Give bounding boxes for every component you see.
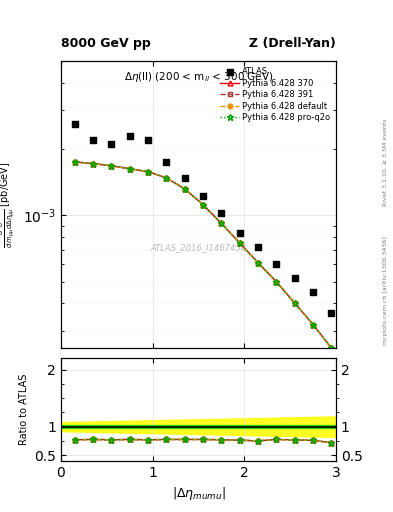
Text: ATLAS_2016_I1467454: ATLAS_2016_I1467454 [151, 243, 246, 252]
Pythia 6.428 default [274, 279, 279, 285]
Pythia 6.428 391 [274, 279, 279, 285]
Pythia 6.428 pro-q2o [329, 345, 334, 351]
Pythia 6.428 pro-q2o [256, 260, 261, 266]
Pythia 6.428 pro-q2o [237, 240, 242, 246]
Pythia 6.428 391 [311, 322, 316, 328]
Pythia 6.428 default [91, 160, 95, 166]
ATLAS [273, 260, 279, 268]
Pythia 6.428 391 [256, 260, 261, 266]
Y-axis label: Ratio to ATLAS: Ratio to ATLAS [18, 374, 29, 445]
Pythia 6.428 370 [109, 163, 114, 169]
Pythia 6.428 391 [127, 166, 132, 172]
Pythia 6.428 default [201, 202, 206, 208]
Pythia 6.428 default [182, 186, 187, 192]
Pythia 6.428 391 [219, 220, 224, 226]
Line: Pythia 6.428 default: Pythia 6.428 default [72, 159, 334, 351]
Pythia 6.428 pro-q2o [311, 322, 316, 328]
Pythia 6.428 370 [127, 166, 132, 172]
ATLAS [145, 136, 151, 144]
Text: Z (Drell-Yan): Z (Drell-Yan) [249, 37, 336, 50]
Pythia 6.428 391 [72, 159, 77, 165]
Text: Rivet 3.1.10, ≥ 3.5M events: Rivet 3.1.10, ≥ 3.5M events [383, 118, 388, 205]
Pythia 6.428 default [219, 220, 224, 226]
Line: Pythia 6.428 pro-q2o: Pythia 6.428 pro-q2o [71, 158, 335, 352]
ATLAS [163, 158, 169, 166]
ATLAS [200, 191, 206, 200]
Pythia 6.428 391 [109, 163, 114, 169]
ATLAS [218, 208, 224, 217]
Line: Pythia 6.428 391: Pythia 6.428 391 [72, 159, 334, 351]
Pythia 6.428 370 [256, 260, 261, 266]
Text: $\Delta\eta$(ll) (200 < m$_{ll}$ < 300 GeV): $\Delta\eta$(ll) (200 < m$_{ll}$ < 300 G… [124, 70, 273, 84]
Pythia 6.428 pro-q2o [91, 160, 95, 166]
Pythia 6.428 370 [311, 322, 316, 328]
Pythia 6.428 default [237, 240, 242, 246]
Pythia 6.428 391 [146, 168, 151, 175]
Text: 8000 GeV pp: 8000 GeV pp [61, 37, 151, 50]
ATLAS [310, 288, 316, 296]
Line: Pythia 6.428 370: Pythia 6.428 370 [72, 159, 334, 351]
Y-axis label: $\frac{d^2\sigma}{d\,m_{\mu\mu}\,d\Delta\eta_{\mu\mu\!\!}}$ [pb/GeV]: $\frac{d^2\sigma}{d\,m_{\mu\mu}\,d\Delta… [0, 161, 17, 248]
Pythia 6.428 391 [329, 345, 334, 351]
Pythia 6.428 pro-q2o [72, 159, 77, 165]
Pythia 6.428 default [146, 168, 151, 175]
Pythia 6.428 370 [292, 300, 297, 306]
Pythia 6.428 pro-q2o [164, 175, 169, 181]
Pythia 6.428 391 [201, 202, 206, 208]
Pythia 6.428 370 [72, 159, 77, 165]
Pythia 6.428 pro-q2o [109, 163, 114, 169]
Pythia 6.428 391 [182, 186, 187, 192]
Legend: ATLAS, Pythia 6.428 370, Pythia 6.428 391, Pythia 6.428 default, Pythia 6.428 pr: ATLAS, Pythia 6.428 370, Pythia 6.428 39… [219, 66, 332, 124]
Pythia 6.428 default [72, 159, 77, 165]
Pythia 6.428 default [109, 163, 114, 169]
Pythia 6.428 pro-q2o [219, 220, 224, 226]
Pythia 6.428 370 [237, 240, 242, 246]
Pythia 6.428 370 [201, 202, 206, 208]
ATLAS [292, 274, 298, 282]
Pythia 6.428 370 [182, 186, 187, 192]
X-axis label: $|\Delta\eta_{mumu}|$: $|\Delta\eta_{mumu}|$ [172, 485, 225, 502]
Pythia 6.428 391 [292, 300, 297, 306]
Pythia 6.428 370 [146, 168, 151, 175]
Pythia 6.428 default [164, 175, 169, 181]
Pythia 6.428 pro-q2o [127, 166, 132, 172]
Pythia 6.428 default [311, 322, 316, 328]
ATLAS [72, 120, 78, 128]
ATLAS [255, 243, 261, 251]
Pythia 6.428 370 [164, 175, 169, 181]
ATLAS [90, 136, 96, 144]
Pythia 6.428 370 [219, 220, 224, 226]
ATLAS [237, 229, 243, 238]
Pythia 6.428 default [256, 260, 261, 266]
Pythia 6.428 default [292, 300, 297, 306]
ATLAS [182, 174, 188, 182]
ATLAS [328, 309, 334, 317]
Pythia 6.428 391 [91, 160, 95, 166]
Pythia 6.428 pro-q2o [292, 300, 297, 306]
ATLAS [127, 132, 133, 140]
Pythia 6.428 391 [237, 240, 242, 246]
Pythia 6.428 pro-q2o [182, 186, 187, 192]
Text: mcplots.cern.ch [arXiv:1306.3436]: mcplots.cern.ch [arXiv:1306.3436] [383, 237, 388, 345]
Pythia 6.428 370 [274, 279, 279, 285]
Pythia 6.428 370 [91, 160, 95, 166]
Pythia 6.428 370 [329, 345, 334, 351]
Pythia 6.428 391 [164, 175, 169, 181]
ATLAS [108, 140, 114, 148]
Pythia 6.428 pro-q2o [201, 202, 206, 208]
Pythia 6.428 default [127, 166, 132, 172]
Pythia 6.428 default [329, 345, 334, 351]
Pythia 6.428 pro-q2o [146, 168, 151, 175]
Pythia 6.428 pro-q2o [274, 279, 279, 285]
